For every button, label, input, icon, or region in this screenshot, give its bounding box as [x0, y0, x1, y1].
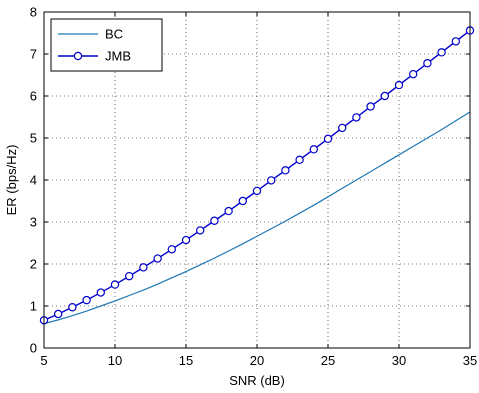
data-point-jmb — [96, 288, 106, 297]
series-line-bc — [43, 111, 471, 325]
legend-label-jmb: JMB — [105, 49, 131, 64]
x-tick-label: 35 — [463, 353, 477, 368]
data-point-jmb — [68, 303, 77, 312]
axis-ticks: 5 10 15 20 25 30 35 0 1 2 3 4 5 6 7 8 — [30, 5, 477, 369]
plot-series — [39, 26, 475, 325]
data-point-jmb — [380, 91, 389, 101]
data-point-jmb — [139, 263, 148, 272]
data-point-jmb — [437, 48, 446, 57]
legend-box — [50, 18, 163, 72]
legend-marker-jmb — [73, 51, 83, 61]
data-point-jmb — [352, 113, 361, 122]
y-tick-label: 0 — [30, 341, 37, 356]
data-point-jmb — [210, 216, 219, 225]
data-point-jmb — [451, 37, 460, 46]
y-tick-label: 4 — [30, 173, 37, 188]
grid-lines — [44, 12, 470, 348]
y-axis-title: ER (bps/Hz) — [4, 145, 19, 216]
y-tick-label: 8 — [30, 5, 37, 20]
x-tick-label: 25 — [321, 353, 335, 368]
legend-label-bc: BC — [105, 27, 123, 42]
data-point-jmb — [323, 134, 333, 144]
data-point-jmb — [281, 166, 290, 175]
data-point-jmb — [167, 245, 176, 254]
x-tick-label: 20 — [250, 353, 264, 368]
x-tick-label: 15 — [179, 353, 193, 368]
data-point-jmb — [54, 309, 63, 319]
legend: BC JMB — [50, 18, 163, 72]
y-tick-label: 3 — [30, 215, 37, 230]
x-tick-label: 10 — [108, 353, 122, 368]
data-point-jmb — [181, 235, 191, 245]
y-tick-label: 7 — [30, 47, 37, 62]
data-point-jmb — [267, 176, 276, 185]
x-tick-label: 30 — [392, 353, 406, 368]
y-tick-label: 6 — [30, 89, 37, 104]
data-point-jmb — [252, 186, 262, 196]
y-tick-label: 1 — [30, 299, 37, 314]
data-point-jmb — [366, 102, 375, 111]
data-point-jmb — [295, 155, 304, 165]
data-point-jmb — [338, 123, 347, 133]
data-point-jmb — [124, 271, 134, 281]
data-point-jmb — [394, 80, 404, 90]
data-point-jmb — [82, 295, 91, 305]
y-tick-label: 5 — [30, 131, 37, 146]
data-point-jmb — [238, 196, 247, 206]
data-point-jmb — [423, 59, 432, 68]
data-point-jmb — [195, 226, 205, 235]
data-point-jmb — [224, 206, 233, 216]
y-tick-label: 2 — [30, 257, 37, 272]
data-point-jmb — [409, 69, 418, 79]
x-axis-title: SNR (dB) — [229, 373, 285, 388]
data-point-jmb — [153, 254, 162, 263]
data-point-jmb — [110, 280, 120, 289]
data-point-jmb — [309, 145, 318, 154]
x-tick-label: 5 — [40, 353, 47, 368]
